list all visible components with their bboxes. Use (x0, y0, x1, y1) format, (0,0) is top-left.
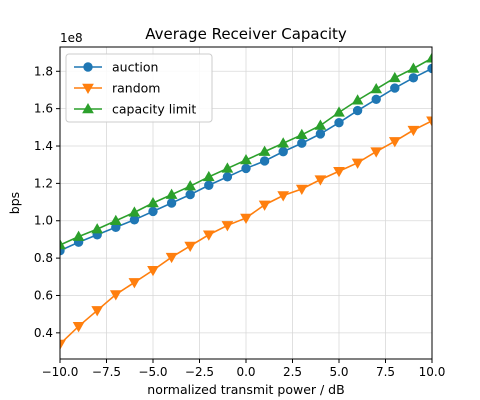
data-point (334, 117, 344, 128)
data-point (388, 137, 401, 148)
data-point (109, 214, 122, 225)
data-point (351, 158, 364, 169)
x-tick-label: 10.0 (419, 365, 446, 379)
chart-title: Average Receiver Capacity (145, 25, 347, 43)
data-point (351, 94, 364, 105)
data-point (184, 180, 197, 191)
data-point (277, 137, 290, 148)
data-point (390, 83, 400, 93)
data-point (259, 156, 270, 166)
data-point (258, 145, 271, 156)
data-point (407, 125, 420, 137)
x-tick-label: −10.0 (42, 365, 79, 379)
legend-marker (82, 102, 94, 114)
data-point (72, 322, 85, 333)
y-tick-label: 0.6 (34, 288, 53, 302)
data-point (407, 62, 420, 73)
data-point (166, 198, 177, 208)
data-point (314, 119, 327, 130)
series-capacity-limit (60, 52, 432, 250)
legend-marker (82, 83, 94, 95)
data-point (240, 213, 252, 224)
data-point (128, 206, 141, 217)
y-tick-label: 1.0 (34, 214, 53, 228)
data-point (258, 200, 271, 211)
legend-entry: auction (74, 60, 158, 75)
series-layer (60, 52, 432, 351)
y-tick-label: 0.4 (34, 326, 53, 340)
series-auction (60, 63, 432, 256)
data-point (221, 221, 234, 232)
data-point (333, 106, 345, 117)
x-tick-label: 7.5 (376, 365, 395, 379)
data-point (184, 241, 197, 252)
data-point (185, 189, 195, 200)
y-tick-label: 1.2 (34, 176, 53, 190)
x-tick-label: −2.5 (185, 365, 214, 379)
data-point (128, 278, 141, 289)
legend-marker (83, 62, 93, 72)
data-point (370, 147, 383, 158)
data-point (240, 154, 252, 165)
data-point (165, 188, 178, 199)
x-tick-label: −7.5 (92, 365, 121, 379)
x-tick-label: 2.5 (283, 365, 302, 379)
y-tick-label: 1.4 (34, 139, 53, 153)
legend-entry: random (74, 81, 160, 96)
series-random (60, 116, 432, 351)
y-tick-label: 1.8 (34, 64, 53, 78)
data-point (297, 138, 307, 148)
data-point (147, 266, 159, 277)
data-point (314, 175, 327, 186)
data-point (295, 184, 308, 195)
legend-box (65, 53, 213, 123)
y-axis-label: bps (7, 192, 22, 214)
data-point (333, 166, 345, 178)
data-point (204, 180, 214, 190)
data-point (72, 230, 85, 241)
data-point (91, 306, 104, 317)
data-point (202, 230, 215, 241)
legend: auction random capacity limit (65, 53, 213, 123)
data-point (60, 339, 66, 351)
data-point (221, 162, 234, 173)
data-point (370, 83, 383, 94)
y-tick-label: 0.8 (34, 251, 53, 265)
data-point (129, 215, 140, 225)
data-point (408, 73, 419, 83)
data-point (295, 128, 308, 140)
legend-entry: capacity limit (74, 102, 196, 117)
data-point (352, 105, 363, 116)
data-point (371, 94, 381, 105)
data-point (165, 252, 178, 264)
data-point (147, 196, 159, 208)
data-point (109, 290, 122, 301)
data-point (388, 71, 401, 83)
y-axis-multiplier: 1e8 (60, 31, 83, 45)
data-point (202, 170, 215, 182)
legend-label: capacity limit (112, 102, 196, 117)
data-point (277, 191, 290, 202)
axis-ticks: −10.0 −7.5 −5.0 −2.5 0.0 2.5 5.0 7.5 10.0 0.4 0.6 0… (34, 64, 445, 379)
data-point (60, 239, 66, 250)
data-point (278, 146, 288, 157)
x-tick-label: 0.0 (236, 365, 255, 379)
data-point (426, 116, 432, 127)
y-tick-label: 1.6 (34, 102, 53, 116)
x-tick-label: 5.0 (329, 365, 348, 379)
data-point (426, 52, 432, 63)
data-point (91, 223, 104, 234)
data-point (222, 172, 233, 182)
data-point (315, 129, 326, 139)
legend-label: random (112, 81, 160, 96)
x-axis-label: normalized transmit power / dB (147, 382, 344, 397)
data-point (148, 206, 158, 217)
data-point (241, 163, 251, 174)
x-tick-label: −5.0 (138, 365, 167, 379)
legend-label: auction (112, 60, 158, 75)
